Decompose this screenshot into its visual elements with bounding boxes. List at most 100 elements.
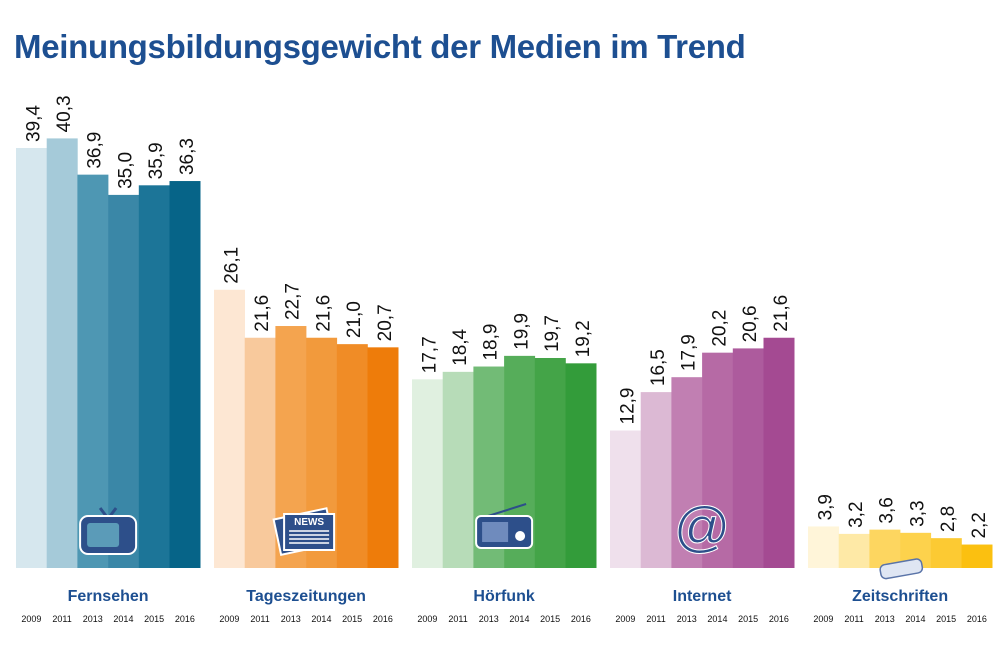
year-label: 2009 — [813, 614, 833, 624]
at-sign-icon: @ — [673, 495, 731, 559]
svg-text:@: @ — [674, 495, 731, 558]
chart-title: Meinungsbildungsgewicht der Medien im Tr… — [14, 28, 746, 65]
group-label: Hörfunk — [473, 588, 534, 605]
year-label: 2011 — [448, 614, 467, 624]
bar — [534, 357, 566, 568]
data-label: 20,2 — [709, 310, 730, 347]
bar — [138, 185, 170, 568]
bar — [108, 194, 140, 568]
data-label: 2,2 — [969, 512, 990, 538]
bar — [869, 529, 901, 568]
year-label: 2013 — [875, 614, 895, 624]
year-label: 2016 — [373, 614, 393, 624]
tv-icon — [79, 507, 138, 555]
bar — [367, 347, 399, 568]
data-label: 40,3 — [54, 95, 75, 132]
data-label: 3,9 — [815, 494, 836, 520]
bar — [214, 289, 245, 568]
bar — [671, 377, 703, 568]
bar — [336, 344, 368, 568]
bar — [808, 526, 839, 568]
year-label: 2016 — [175, 614, 195, 624]
radio-icon — [475, 503, 534, 549]
data-label: 20,6 — [740, 305, 761, 342]
year-label: 2011 — [844, 614, 863, 624]
year-label: 2009 — [417, 614, 437, 624]
bar — [732, 348, 764, 568]
data-label: 35,0 — [115, 152, 136, 189]
data-label: 2,8 — [938, 506, 959, 532]
group-hörfunk: 17,7 2009 18,4 2011 18,9 2013 19,9 2014 19,7 2015… — [412, 313, 597, 624]
year-label: 2014 — [311, 614, 331, 624]
bar — [46, 138, 78, 569]
data-label: 26,1 — [221, 247, 242, 284]
newspaper-icon: NEWS — [272, 507, 336, 556]
group-zeitschriften: 3,9 2009 3,2 2011 3,6 2013 3,3 2014 2,8 2015 2,2 20… — [808, 494, 993, 624]
data-label: 22,7 — [283, 283, 304, 320]
bar — [442, 371, 474, 568]
bar — [702, 352, 734, 568]
svg-text:NEWS: NEWS — [294, 517, 324, 528]
group-label: Zeitschriften — [852, 588, 948, 605]
bar — [169, 181, 201, 569]
year-label: 2009 — [219, 614, 239, 624]
data-label: 16,5 — [648, 349, 669, 386]
data-label: 21,0 — [344, 301, 365, 338]
data-label: 36,3 — [177, 138, 198, 175]
bar — [16, 147, 47, 568]
year-label: 2011 — [52, 614, 71, 624]
year-label: 2016 — [769, 614, 789, 624]
year-label: 2014 — [707, 614, 727, 624]
year-label: 2015 — [342, 614, 362, 624]
year-label: 2014 — [509, 614, 529, 624]
data-label: 18,4 — [450, 328, 471, 365]
year-label: 2013 — [83, 614, 103, 624]
data-label: 21,6 — [771, 295, 792, 332]
year-label: 2011 — [250, 614, 269, 624]
data-label: 19,9 — [511, 313, 532, 350]
data-label: 19,2 — [573, 320, 594, 357]
data-label: 19,7 — [542, 315, 563, 352]
bar — [244, 337, 276, 568]
group-label: Fernsehen — [68, 588, 149, 605]
data-label: 35,9 — [146, 142, 167, 179]
group-label: Internet — [673, 588, 732, 605]
data-label: 12,9 — [617, 388, 638, 425]
data-label: 21,6 — [252, 295, 273, 332]
year-label: 2015 — [144, 614, 164, 624]
year-label: 2013 — [479, 614, 499, 624]
year-label: 2009 — [615, 614, 635, 624]
group-internet: 12,9 2009 16,5 2011 17,9 2013 20,2 2014 20,6 2015… — [610, 295, 795, 624]
bar — [412, 379, 443, 568]
year-label: 2014 — [905, 614, 925, 624]
group-fernsehen: 39,4 2009 40,3 2011 36,9 2013 35,0 2014 35,9 2015… — [16, 95, 201, 624]
year-label: 2009 — [21, 614, 41, 624]
year-label: 2014 — [113, 614, 133, 624]
bar — [961, 544, 993, 568]
data-label: 21,6 — [313, 295, 334, 332]
year-label: 2013 — [677, 614, 697, 624]
year-label: 2013 — [281, 614, 301, 624]
bar — [77, 174, 109, 568]
year-label: 2015 — [936, 614, 956, 624]
year-label: 2016 — [967, 614, 987, 624]
data-label: 20,7 — [375, 304, 396, 341]
data-label: 3,6 — [877, 497, 898, 523]
data-label: 36,9 — [85, 132, 106, 169]
year-label: 2011 — [646, 614, 665, 624]
bar — [610, 430, 641, 568]
data-label: 3,3 — [907, 500, 928, 526]
data-label: 3,2 — [846, 501, 867, 527]
data-label: 17,9 — [679, 334, 700, 371]
year-label: 2015 — [540, 614, 560, 624]
bar — [640, 392, 672, 568]
data-label: 17,7 — [419, 336, 440, 373]
year-label: 2016 — [571, 614, 591, 624]
bar — [565, 363, 597, 568]
group-tageszeitungen: 26,1 2009 21,6 2011 22,7 2013 21,6 2014 21,0 2015… — [214, 247, 399, 624]
group-label: Tageszeitungen — [246, 588, 366, 605]
year-label: 2015 — [738, 614, 758, 624]
bar — [930, 538, 962, 568]
